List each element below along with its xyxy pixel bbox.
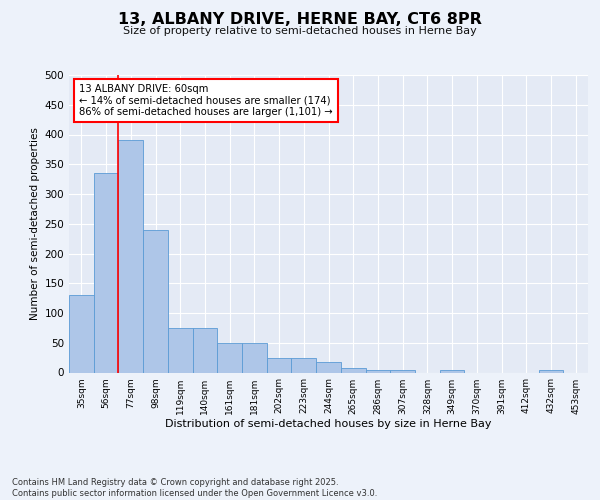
Bar — [217, 343, 242, 372]
Bar — [365, 370, 390, 372]
Text: 13, ALBANY DRIVE, HERNE BAY, CT6 8PR: 13, ALBANY DRIVE, HERNE BAY, CT6 8PR — [118, 12, 482, 28]
Text: 13 ALBANY DRIVE: 60sqm
← 14% of semi-detached houses are smaller (174)
86% of se: 13 ALBANY DRIVE: 60sqm ← 14% of semi-det… — [79, 84, 333, 117]
Bar — [242, 343, 267, 372]
Bar — [94, 173, 118, 372]
Y-axis label: Number of semi-detached properties: Number of semi-detached properties — [30, 128, 40, 320]
Bar — [390, 370, 415, 372]
Text: Contains HM Land Registry data © Crown copyright and database right 2025.
Contai: Contains HM Land Registry data © Crown c… — [12, 478, 377, 498]
Bar — [292, 358, 316, 372]
Bar — [193, 328, 217, 372]
X-axis label: Distribution of semi-detached houses by size in Herne Bay: Distribution of semi-detached houses by … — [165, 420, 492, 430]
Bar — [267, 358, 292, 372]
Bar — [341, 368, 365, 372]
Bar — [440, 370, 464, 372]
Bar — [143, 230, 168, 372]
Bar — [539, 370, 563, 372]
Text: Size of property relative to semi-detached houses in Herne Bay: Size of property relative to semi-detach… — [123, 26, 477, 36]
Bar — [316, 362, 341, 372]
Bar — [168, 328, 193, 372]
Bar — [118, 140, 143, 372]
Bar — [69, 295, 94, 372]
